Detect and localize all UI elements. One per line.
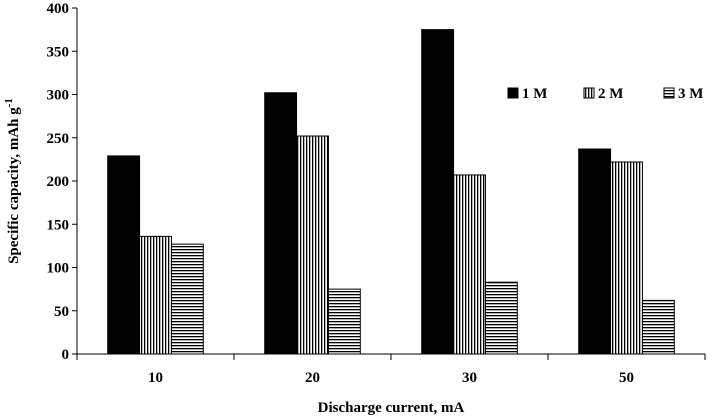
x-tick-label: 50 (619, 370, 634, 386)
x-tick-label: 30 (462, 370, 477, 386)
y-axis: 0 50 100 150 200 250 300 350 400 (47, 1, 78, 363)
legend-swatch-1m (507, 87, 519, 99)
y-axis-title: Specific capacity, mAh g-1 (3, 98, 22, 264)
y-tick-label: 350 (47, 44, 70, 60)
y-axis-title-main: Specific capacity, mAh g (6, 107, 22, 264)
legend-swatch-3m (663, 87, 675, 99)
bar-2m-50 (610, 161, 643, 355)
y-axis-title-superscript: -1 (3, 98, 15, 107)
x-tick-label: 20 (305, 370, 320, 386)
bar-1m-20 (264, 92, 298, 355)
legend-label-3m: 3 M (678, 86, 703, 102)
x-axis-title: Discharge current, mA (318, 400, 465, 416)
y-tick-label: 400 (47, 1, 70, 17)
bar-1m-30 (421, 29, 455, 355)
bar-1m-50 (578, 148, 612, 355)
y-tick-label: 300 (47, 88, 70, 104)
y-tick-label: 200 (47, 174, 70, 190)
y-tick-label: 50 (54, 304, 69, 320)
legend-label-2m: 2 M (598, 86, 623, 102)
legend: 1 M 2 M 3 M (507, 86, 703, 102)
y-tick-label: 100 (47, 261, 70, 277)
bar-1m-10 (107, 155, 141, 355)
legend-label-1m: 1 M (522, 86, 547, 102)
bars-group (107, 29, 675, 355)
y-tick-label: 250 (47, 131, 70, 147)
bar-2m-10 (139, 235, 172, 355)
x-tick-label: 10 (148, 370, 163, 386)
bar-3m-10 (170, 243, 204, 355)
x-axis: 10 20 30 50 (76, 353, 706, 386)
legend-swatch-2m (583, 87, 595, 99)
bar-3m-30 (484, 281, 518, 355)
y-tick-label: 0 (62, 347, 70, 363)
y-tick-label: 150 (47, 217, 70, 233)
bar-2m-20 (296, 135, 329, 355)
bar-2m-30 (453, 174, 486, 355)
bar-3m-20 (327, 288, 361, 355)
bar-3m-50 (641, 299, 675, 355)
